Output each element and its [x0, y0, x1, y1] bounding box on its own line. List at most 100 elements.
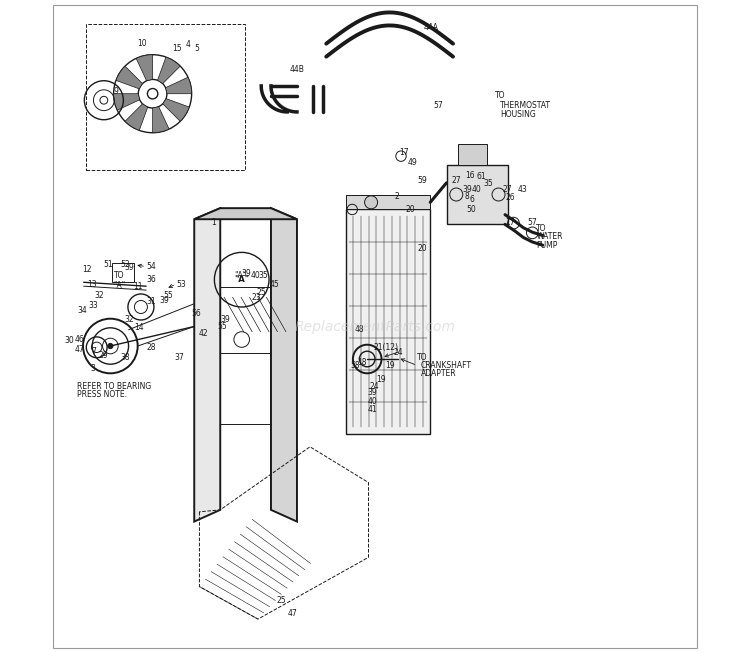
Text: CRANKSHAFT: CRANKSHAFT: [421, 361, 472, 370]
Text: 38: 38: [120, 353, 130, 362]
Text: HOUSING: HOUSING: [500, 110, 536, 119]
Polygon shape: [166, 77, 192, 94]
Text: 20: 20: [406, 205, 416, 214]
Text: 21(12): 21(12): [374, 343, 399, 352]
Text: TO: TO: [417, 353, 428, 362]
Text: 46: 46: [74, 335, 84, 344]
Circle shape: [108, 343, 113, 349]
Text: 34: 34: [77, 306, 87, 315]
Text: 39: 39: [242, 268, 251, 278]
Text: 13: 13: [87, 279, 97, 289]
Text: 28: 28: [146, 343, 155, 352]
Text: 44B: 44B: [290, 65, 304, 74]
Text: "A": "A": [113, 281, 126, 290]
Polygon shape: [125, 104, 148, 131]
Text: 39: 39: [220, 315, 230, 325]
Text: 44A: 44A: [424, 23, 439, 32]
Text: 12: 12: [82, 264, 92, 274]
Text: 30: 30: [64, 336, 74, 345]
Text: 19: 19: [376, 375, 386, 385]
Text: 45: 45: [270, 279, 280, 289]
Text: 27: 27: [452, 176, 461, 185]
Text: 4: 4: [185, 40, 190, 50]
Text: WATER: WATER: [536, 232, 562, 241]
Polygon shape: [194, 208, 297, 219]
Polygon shape: [158, 57, 180, 84]
Bar: [458, 144, 488, 165]
Text: 17: 17: [505, 218, 515, 227]
Polygon shape: [152, 106, 169, 133]
Bar: [86, 24, 245, 170]
Text: 2: 2: [394, 192, 399, 201]
Text: 26: 26: [505, 193, 515, 202]
Text: ReplacementParts.com: ReplacementParts.com: [295, 319, 455, 334]
Text: 8: 8: [465, 192, 470, 201]
Text: 53: 53: [176, 279, 186, 289]
Text: 14: 14: [134, 323, 144, 332]
Text: ADAPTER: ADAPTER: [421, 369, 456, 378]
Text: 10: 10: [138, 39, 147, 48]
Text: 27: 27: [503, 185, 512, 195]
Text: 16: 16: [465, 171, 474, 180]
Text: "A": "A": [234, 271, 246, 280]
Text: 40: 40: [471, 185, 481, 195]
Text: 35: 35: [258, 271, 268, 280]
Text: 51: 51: [104, 260, 112, 268]
Polygon shape: [113, 94, 140, 110]
Polygon shape: [163, 99, 189, 121]
Text: 47: 47: [74, 345, 84, 354]
Text: 39: 39: [463, 185, 472, 195]
Circle shape: [364, 196, 377, 209]
Text: 50: 50: [466, 205, 476, 214]
Text: 41: 41: [368, 406, 376, 414]
Text: TO: TO: [113, 271, 124, 280]
Text: 55: 55: [217, 322, 227, 331]
Text: 39: 39: [159, 296, 169, 305]
Text: 15: 15: [172, 44, 182, 53]
Text: 32: 32: [94, 291, 104, 300]
Text: 18: 18: [357, 358, 366, 367]
Polygon shape: [194, 208, 220, 522]
Polygon shape: [136, 55, 152, 81]
Text: 42: 42: [198, 328, 208, 338]
Text: 35: 35: [483, 179, 493, 188]
Text: 57: 57: [528, 218, 538, 227]
Text: 37: 37: [175, 353, 184, 362]
Text: 25: 25: [256, 288, 266, 297]
Text: 11: 11: [133, 281, 142, 291]
Text: 31: 31: [146, 297, 156, 306]
Text: 9: 9: [113, 87, 118, 95]
Text: 6: 6: [470, 195, 474, 204]
Text: 29: 29: [99, 351, 108, 360]
Text: 20: 20: [417, 244, 427, 253]
Polygon shape: [116, 66, 142, 89]
Text: 33: 33: [89, 300, 99, 310]
Text: 40: 40: [251, 271, 260, 280]
Text: 48: 48: [354, 325, 364, 334]
Polygon shape: [271, 208, 297, 522]
Text: "A": "A": [234, 275, 249, 284]
Text: 52: 52: [120, 261, 130, 269]
Text: 24: 24: [393, 348, 403, 357]
Text: 36: 36: [146, 275, 156, 284]
Text: 3: 3: [90, 364, 95, 374]
Bar: [346, 210, 430, 434]
Text: 58: 58: [350, 361, 360, 370]
Bar: [346, 195, 430, 210]
Text: 43: 43: [518, 185, 528, 195]
Text: 19: 19: [386, 361, 395, 370]
Text: 1: 1: [211, 218, 216, 227]
Bar: [446, 165, 509, 224]
Text: 17: 17: [399, 148, 409, 157]
Text: PUMP: PUMP: [536, 241, 558, 249]
Text: 59: 59: [417, 176, 427, 185]
Text: 24: 24: [370, 382, 380, 390]
Text: 61: 61: [476, 172, 486, 182]
Text: 55: 55: [164, 291, 173, 300]
Text: TO: TO: [495, 91, 506, 100]
Text: 39: 39: [124, 263, 134, 272]
Text: 5: 5: [194, 44, 199, 53]
Text: 54: 54: [146, 263, 156, 271]
Text: 49: 49: [407, 158, 417, 167]
Text: 57: 57: [433, 101, 443, 110]
